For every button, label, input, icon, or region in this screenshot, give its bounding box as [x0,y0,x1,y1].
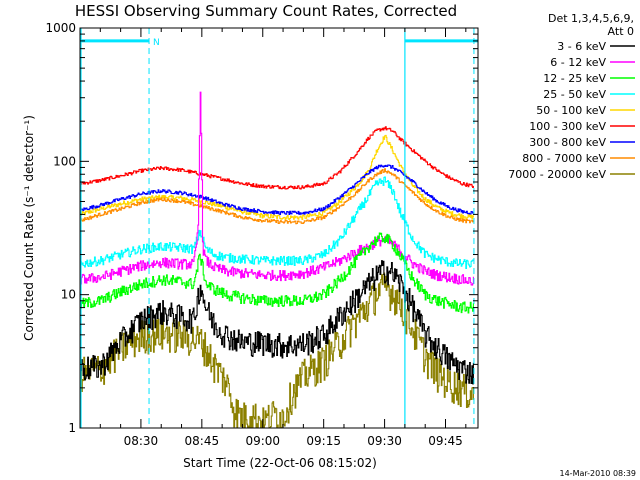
legend-label-6: 300 - 800 keV [529,136,606,149]
legend-label-0: 3 - 6 keV [557,40,606,53]
series-line-2 [80,232,474,314]
y-tick-label: 1 [68,421,76,435]
legend-label-2: 12 - 25 keV [543,72,606,85]
chart-title: HESSI Observing Summary Count Rates, Cor… [75,2,457,20]
plot-frame [79,27,479,429]
legend-header-line: Att 0 [608,25,634,38]
x-tick-label: 09:15 [306,434,341,448]
legend-label-1: 6 - 12 keV [550,56,606,69]
legend-label-8: 7000 - 20000 keV [508,168,606,181]
y-axis-label: Corrected Count Rate (s⁻¹ detector⁻¹) [22,115,36,341]
series-line-6 [80,164,474,215]
annotation-mark-label: N [153,38,160,48]
timestamp: 14-Mar-2010 08:39 [560,469,637,478]
legend-label-3: 25 - 50 keV [543,88,606,101]
x-axis-label: Start Time (22-Oct-06 08:15:02) [183,456,377,470]
series-line-3 [80,176,474,269]
x-tick-label: 09:30 [367,434,402,448]
series-line-5 [80,126,474,190]
legend-header-line: Det 1,3,4,5,6,9, [548,12,634,25]
x-tick-label: 09:00 [245,434,280,448]
series-line-0 [80,260,474,385]
y-tick-label: 1000 [45,21,76,35]
y-tick-label: 100 [53,154,76,168]
legend-label-5: 100 - 300 keV [529,120,606,133]
x-tick-label: 08:30 [124,434,159,448]
series-line-7 [80,168,474,225]
series-line-1 [80,91,474,286]
series-line-4 [80,134,474,221]
legend-label-7: 800 - 7000 keV [522,152,606,165]
legend-label-4: 50 - 100 keV [536,104,606,117]
x-tick-label: 09:45 [428,434,463,448]
y-tick-label: 10 [61,288,76,302]
x-tick-label: 08:45 [185,434,220,448]
